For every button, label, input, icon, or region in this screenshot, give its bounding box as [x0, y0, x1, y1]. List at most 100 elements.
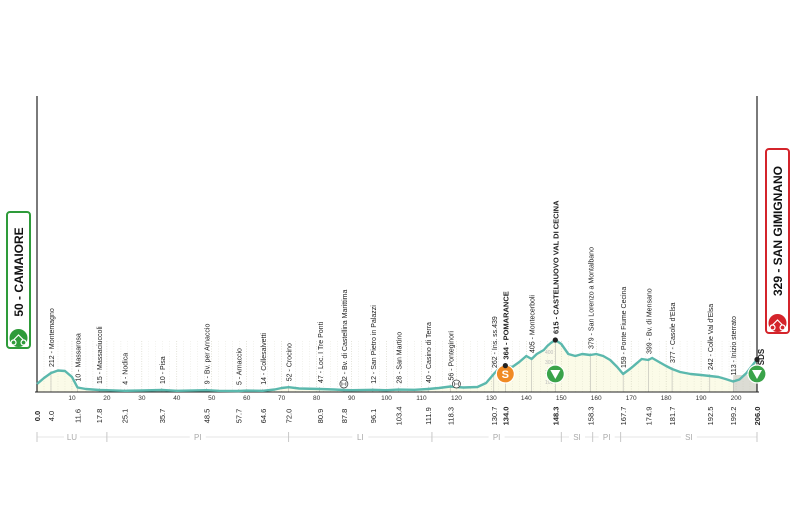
- x-tick-label: 200: [731, 395, 742, 402]
- province-label-bg: [488, 432, 505, 442]
- x-tick-label: 90: [348, 395, 356, 402]
- waypoint-name-label: 405 - Montecerboli: [530, 295, 537, 353]
- waypoint-name-label: 52 - Crocino: [287, 343, 294, 381]
- waypoint-km-label: 148.3: [551, 407, 560, 426]
- waypoint-km-label: 134.0: [501, 407, 510, 426]
- kom-point: [552, 337, 558, 343]
- start-label: 50 - CAMAIORE: [12, 227, 26, 316]
- start-badge: [6, 211, 31, 349]
- finish-bike-icon-bg: [768, 314, 787, 332]
- altitude-tick-label: 100: [545, 380, 554, 386]
- x-tick-label: 170: [626, 395, 637, 402]
- kom-icon: [550, 370, 561, 379]
- waypoint-km-label: 80.9: [316, 409, 325, 424]
- waypoint-name-label: 377 - Casole d'Elsa: [670, 302, 677, 363]
- finish-point: [754, 356, 760, 363]
- waypoint-km-label: 17.8: [95, 409, 104, 424]
- waypoint-name-label: 22 - Bv. di Castellina Marittima: [342, 289, 349, 384]
- x-tick-label: 100: [381, 395, 392, 402]
- x-tick-label: 20: [103, 395, 111, 402]
- x-tick-label: 60: [243, 395, 251, 402]
- waypoint-name-label: 14 - Collesalvetti: [261, 333, 268, 385]
- waypoint-name-label: 615 - CASTELNUOVO VAL DI CECINA: [551, 200, 560, 334]
- waypoint-name-label: 242 - Colle Val d'Elsa: [708, 304, 715, 370]
- x-tick-label: 180: [661, 395, 672, 402]
- x-tick-label: 10: [68, 395, 76, 402]
- altitude-tick-label: 300: [545, 360, 554, 366]
- waypoint-km-label: 118.3: [446, 407, 455, 425]
- x-tick-label: 50: [208, 395, 216, 402]
- waypoint-name-label: 9 - Bv. per Arnaccio: [205, 324, 212, 385]
- waypoint-name-label: 113 - Inizio sterrato: [731, 316, 738, 376]
- waypoint-name-label: 399 - Bv. di Mensano: [646, 288, 653, 354]
- x-tick-label: 150: [556, 395, 567, 402]
- province-label: SI: [685, 433, 693, 442]
- waypoint-name-label: 5 - Arnaccio: [237, 348, 244, 385]
- waypoint-km-label: 174.9: [644, 407, 653, 426]
- x-tick-label: 70: [278, 395, 286, 402]
- waypoint-name-label: 56 - Ponteginori: [448, 331, 455, 381]
- start-bike-icon: [10, 334, 27, 346]
- waypoint-km-label: 57.7: [235, 409, 244, 424]
- waypoint-km-label: 111.9: [424, 407, 433, 425]
- waypoint-name-label: 379 - San Lorenzo a Montalbano: [588, 247, 595, 349]
- x-tick-label: 160: [591, 395, 602, 402]
- finish-bike-icon: [769, 319, 786, 331]
- x-tick-label: 80: [313, 395, 321, 402]
- waypoint-km-label: 130.7: [490, 407, 499, 426]
- province-label-bg: [352, 432, 369, 442]
- province-label-bg: [569, 432, 585, 442]
- sprint-point: [502, 363, 508, 369]
- province-label-bg: [598, 432, 615, 442]
- waypoint-name-label: 212 - Montemagno: [49, 308, 56, 367]
- waypoint-km-label: 11.6: [74, 409, 83, 423]
- province-label: LU: [67, 433, 77, 442]
- x-tick-label: 120: [451, 395, 462, 402]
- start-km-label: 0.0: [33, 411, 42, 421]
- waypoint-name-label: 12 - San Pietro in Palazzi: [371, 305, 378, 384]
- waypoint-km-label: 192.5: [706, 407, 715, 426]
- waypoint-name-label: 10 - Pisa: [160, 356, 167, 384]
- waypoint-km-label: 199.2: [729, 407, 738, 426]
- gravel-label: SDS: [757, 348, 766, 365]
- waypoint-km-label: 35.7: [158, 409, 167, 424]
- kom-icon: [752, 370, 762, 379]
- waypoint-km-label: 167.7: [619, 407, 628, 426]
- waypoint-name-label: 28 - San Martino: [396, 332, 403, 384]
- waypoint-km-label: 25.1: [121, 409, 130, 424]
- waypoint-name-label: 10 - Massarosa: [76, 333, 83, 381]
- x-tick-label: 110: [416, 395, 427, 402]
- province-label: PI: [194, 433, 202, 442]
- waypoint-name-label: 262 - Ins. ss.439: [492, 316, 499, 368]
- waypoint-km-label: 4.0: [47, 411, 56, 421]
- x-tick-label: 190: [696, 395, 707, 402]
- x-tick-label: 130: [486, 395, 497, 402]
- finish-label: 329 - SAN GIMIGNANO: [771, 166, 785, 296]
- waypoint-km-label: 72.0: [285, 409, 294, 424]
- railway-crossing-glyph: [341, 382, 347, 386]
- altitude-tick-label: 400: [545, 350, 554, 356]
- waypoint-name-label: 40 - Casino di Terra: [426, 322, 433, 383]
- railway-crossing-glyph: [453, 382, 459, 386]
- waypoint-km-label: 48.5: [203, 409, 212, 424]
- province-label: LI: [357, 433, 364, 442]
- x-tick-label: 30: [138, 395, 146, 402]
- waypoint-km-label: 96.1: [369, 409, 378, 424]
- waypoint-km-label: 103.4: [394, 407, 403, 426]
- province-label-bg: [680, 432, 697, 442]
- sprint-marker-symbol: S: [502, 369, 509, 381]
- waypoint-name-label: 15 - Massaciuccoli: [97, 326, 104, 384]
- x-tick-label: 40: [173, 395, 181, 402]
- province-label: PI: [603, 433, 611, 442]
- waypoint-name-label: 159 - Ponte Fiume Cecina: [621, 287, 628, 368]
- province-label: SI: [573, 433, 581, 442]
- waypoint-name-label: 364 - POMARANCE: [501, 291, 510, 359]
- waypoint-km-label: 181.7: [668, 407, 677, 426]
- x-tick-label: 140: [521, 395, 532, 402]
- finish-km-label: 206.0: [753, 407, 762, 426]
- finish-badge: [765, 148, 790, 334]
- waypoint-name-label: 47 - Loc. I Tre Ponti: [318, 321, 325, 383]
- waypoint-km-label: 87.8: [340, 409, 349, 424]
